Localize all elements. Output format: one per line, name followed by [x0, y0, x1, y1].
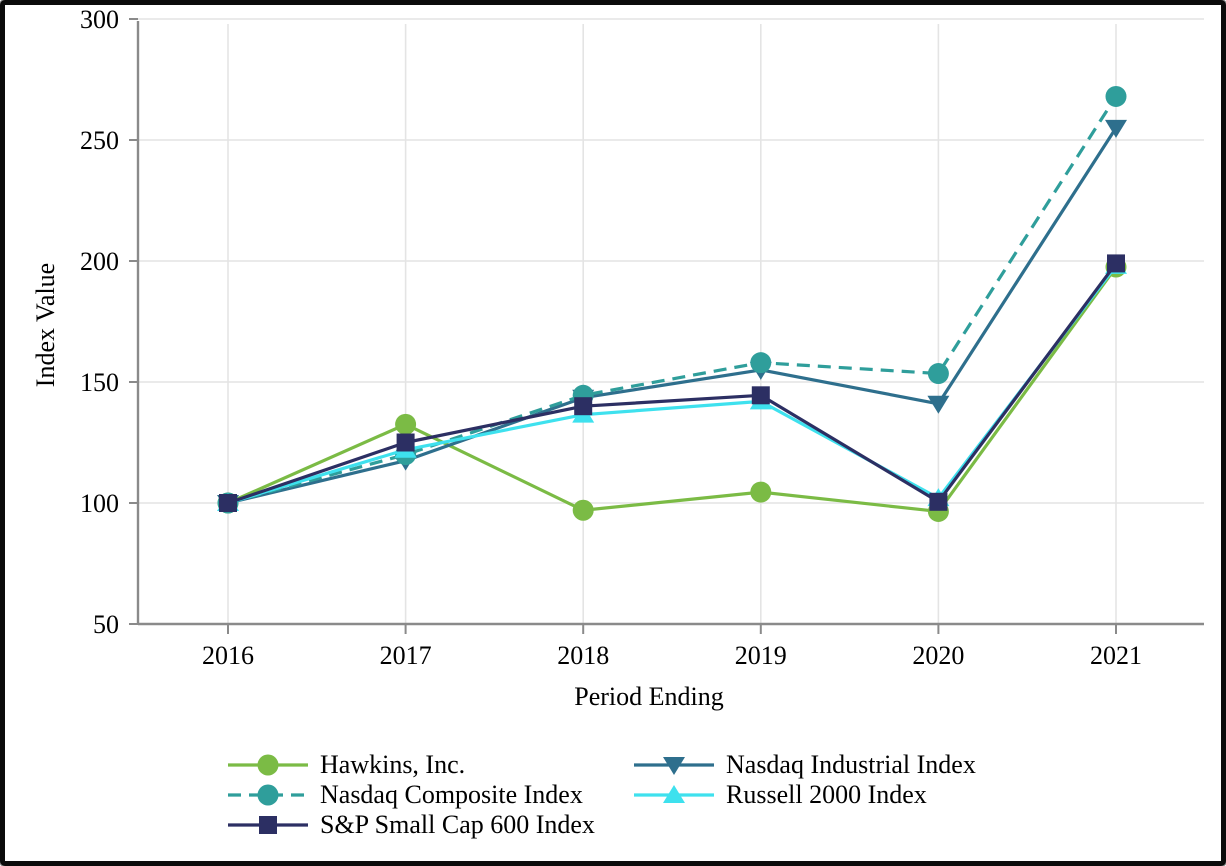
marker-hawkins-inc-2019	[750, 481, 772, 503]
plot-area: 50 100 150 200 250 300 2016 2017 2018 2019 2020 202…	[80, 5, 1204, 670]
y-axis-title: Index Value	[31, 262, 60, 388]
legend-marker-nasdaq-industrial-index	[663, 757, 685, 775]
x-tick-label-2017: 2017	[380, 641, 432, 670]
series-line-s-p-small-cap-600-index	[227, 262, 1118, 505]
legend-marker-circle-icon	[228, 754, 308, 776]
legend-column-left: Hawkins, Inc. Nasdaq Composite Index S&P S…	[227, 750, 595, 840]
series-hawkins-inc	[217, 256, 1127, 522]
y-tick-label-50: 50	[93, 610, 119, 639]
marker-nasdaq-industrial-index-2021	[1105, 119, 1127, 138]
marker-hawkins-inc-2018	[572, 499, 594, 521]
y-tick-label-250: 250	[80, 126, 119, 155]
x-axis-title: Period Ending	[574, 682, 724, 711]
legend-item-s-p-small-cap-600-index: S&P Small Cap 600 Index	[227, 810, 595, 840]
series-line-hawkins-inc	[227, 266, 1118, 514]
series-s-p-small-cap-600-index	[219, 254, 1125, 512]
legend-marker-triangle-down-icon	[634, 757, 714, 775]
marker-nasdaq-composite-index-2019	[750, 352, 772, 374]
marker-s-p-small-cap-600-index-2019	[751, 386, 770, 405]
marker-nasdaq-composite-index-2021	[1105, 85, 1127, 107]
axes: 50 100 150 200 250 300 2016 2017 2018 2019 2020 202…	[80, 5, 1204, 670]
legend-column-right: Nasdaq Industrial Index Russell 2000 Inde…	[633, 750, 976, 810]
legend-marker-russell-2000-index	[663, 785, 685, 803]
marker-nasdaq-composite-index-2020	[927, 363, 949, 385]
series-line-nasdaq-composite-index	[227, 95, 1118, 505]
legend-item-russell-2000-index: Russell 2000 Index	[633, 780, 976, 810]
x-tick-label-2019: 2019	[735, 641, 787, 670]
x-tick-label-2021: 2021	[1090, 641, 1142, 670]
legend-marker-hawkins-inc	[257, 754, 279, 776]
chart-content: 50 100 150 200 250 300 2016 2017 2018 2019 2020 202…	[5, 5, 1221, 861]
marker-nasdaq-industrial-index-2020	[927, 395, 950, 414]
marker-hawkins-inc-2017	[395, 413, 417, 435]
series-nasdaq-industrial-index	[217, 119, 1127, 513]
legend-item-nasdaq-industrial-index: Nasdaq Industrial Index	[633, 750, 976, 780]
series-line-nasdaq-industrial-index	[227, 127, 1118, 505]
marker-s-p-small-cap-600-index-2018	[574, 397, 593, 416]
x-tick-label-2016: 2016	[202, 641, 254, 670]
x-tick-label-2020: 2020	[912, 641, 964, 670]
legend-marker-triangle-up-icon	[634, 785, 714, 803]
y-tick-label-150: 150	[80, 368, 119, 397]
legend-label-nasdaq-industrial-index: Nasdaq Industrial Index	[726, 750, 976, 779]
legend-marker-square-icon	[228, 816, 308, 834]
marker-s-p-small-cap-600-index-2020	[929, 492, 948, 511]
series-nasdaq-composite-index	[217, 85, 1127, 514]
y-tick-label-300: 300	[80, 5, 119, 34]
y-tick-label-200: 200	[80, 247, 119, 276]
legend-label-russell-2000-index: Russell 2000 Index	[726, 780, 927, 809]
marker-s-p-small-cap-600-index-2017	[396, 433, 415, 452]
y-tick-label-100: 100	[80, 489, 119, 518]
legend-marker-nasdaq-composite-index	[257, 784, 279, 806]
x-tick-label-2018: 2018	[557, 641, 609, 670]
marker-s-p-small-cap-600-index-2021	[1107, 254, 1125, 273]
legend-label-nasdaq-composite-index: Nasdaq Composite Index	[320, 780, 583, 809]
legend-item-hawkins-inc: Hawkins, Inc.	[227, 750, 595, 780]
legend-label-hawkins-inc: Hawkins, Inc.	[320, 750, 466, 779]
gridlines	[138, 18, 1204, 624]
legend-marker-s-p-small-cap-600-index	[259, 816, 277, 834]
legend-label-s-p-small-cap-600-index: S&P Small Cap 600 Index	[320, 810, 595, 839]
legend-marker-circle-icon	[228, 784, 308, 806]
legend-item-nasdaq-composite-index: Nasdaq Composite Index	[227, 780, 595, 810]
marker-s-p-small-cap-600-index-2016	[219, 494, 237, 512]
